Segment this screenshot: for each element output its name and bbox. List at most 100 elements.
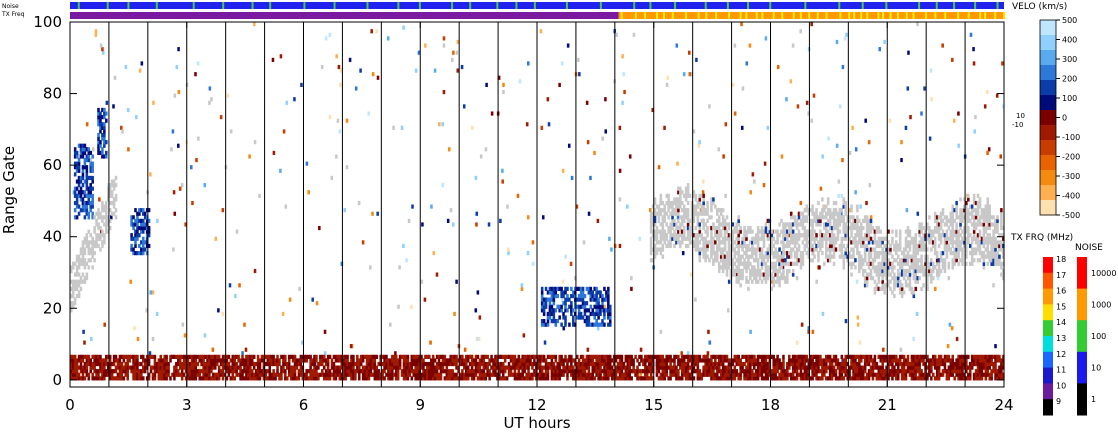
heatmap-cell [752,251,756,256]
heatmap-cell [815,208,818,213]
heatmap-cell [393,361,396,367]
heatmap-cell [937,354,941,359]
heatmap-cell [97,354,100,359]
heatmap-cell [451,361,454,367]
heatmap-cell [756,243,760,249]
heatmap-cell [747,369,750,374]
heatmap-cell [552,311,556,317]
heatmap-cell [73,154,77,159]
heatmap-cell [659,247,663,252]
heatmap-cell [449,358,452,363]
heatmap-cell [463,347,467,352]
heatmap-cell [957,369,960,374]
heatmap-cell [215,372,219,377]
heatmap-cell [795,354,799,359]
heatmap-cell [103,204,106,209]
heatmap-cell [655,365,659,370]
heatmap-cell [657,204,661,209]
heatmap-cell [801,240,805,245]
heatmap-cell [457,369,460,374]
noise-bar-mark [222,2,225,9]
heatmap-cell [834,361,838,367]
heatmap-cell [89,358,93,363]
heatmap-cell [766,372,770,377]
noise-bar-mark [333,2,336,9]
heatmap-cell [108,354,112,359]
heatmap-cell [988,365,991,370]
heatmap-cell [891,358,894,363]
heatmap-cell [371,358,375,363]
heatmap-cell [682,211,686,216]
heatmap-cell [749,354,752,359]
heatmap-cell [556,365,560,370]
noise-bar [70,2,1004,9]
heatmap-cell [949,369,953,374]
heatmap-cell [122,365,126,370]
heatmap-cell [741,361,744,367]
heatmap-cell [99,361,102,367]
heatmap-cell [811,369,814,374]
heatmap-cell [712,236,715,241]
heatmap-cell [323,351,327,356]
heatmap-cell [180,354,184,359]
heatmap-cell [675,354,678,359]
heatmap-cell [577,372,581,377]
heatmap-cell [887,365,890,370]
heatmap-cell [340,354,344,359]
heatmap-cell [793,233,797,238]
heatmap-cell [795,218,799,223]
heatmap-cell [826,218,830,223]
heatmap-cell [206,369,209,374]
heatmap-cell [786,261,789,266]
heatmap-cell [556,304,560,309]
heatmap-cell [663,236,667,241]
heatmap-cell [735,361,739,367]
heatmap-cell [603,365,606,370]
heatmap-cell [79,208,83,213]
heatmap-cell [706,229,709,234]
heatmap-cell [717,240,721,245]
heatmap-cell [264,369,268,374]
heatmap-cell [947,358,951,363]
heatmap-cell [756,376,760,381]
heatmap-cell [813,254,816,259]
heatmap-cell [653,218,657,223]
heatmap-cell [202,376,205,381]
heatmap-cell [91,200,94,206]
heatmap-cell [87,197,91,202]
heatmap-cell [120,361,124,367]
heatmap-cell [797,247,801,252]
heatmap-cell [994,358,997,363]
heatmap-cell [260,372,264,377]
heatmap-cell [669,236,672,241]
heatmap-cell [721,215,725,220]
heatmap-cell [593,354,596,359]
heatmap-cell [79,143,83,148]
heatmap-cell [324,361,328,367]
heatmap-cell [159,358,163,363]
heatmap-cell [332,354,336,359]
heatmap-cell [651,376,655,381]
heatmap-cell [450,57,454,62]
heatmap-cell [628,358,631,363]
heatmap-cell [1002,372,1005,377]
heatmap-cell [858,358,861,363]
heatmap-cell [696,354,700,359]
heatmap-cell [830,365,834,370]
heatmap-cell [575,376,579,381]
txfreq-bar-mark [634,12,637,19]
heatmap-cell [402,369,406,374]
heatmap-cell [83,204,87,209]
heatmap-cell [77,193,81,198]
heatmap-cell [762,183,766,188]
heatmap-cell [151,336,155,342]
heatmap-cell [87,247,91,252]
heatmap-cell [350,372,353,377]
heatmap-cell [389,372,392,377]
heatmap-cell [99,354,102,359]
heatmap-cell [677,218,680,223]
heatmap-cell [737,361,740,367]
heatmap-cell [680,240,684,245]
heatmap-cell [671,204,674,209]
heatmap-cell [737,247,740,252]
